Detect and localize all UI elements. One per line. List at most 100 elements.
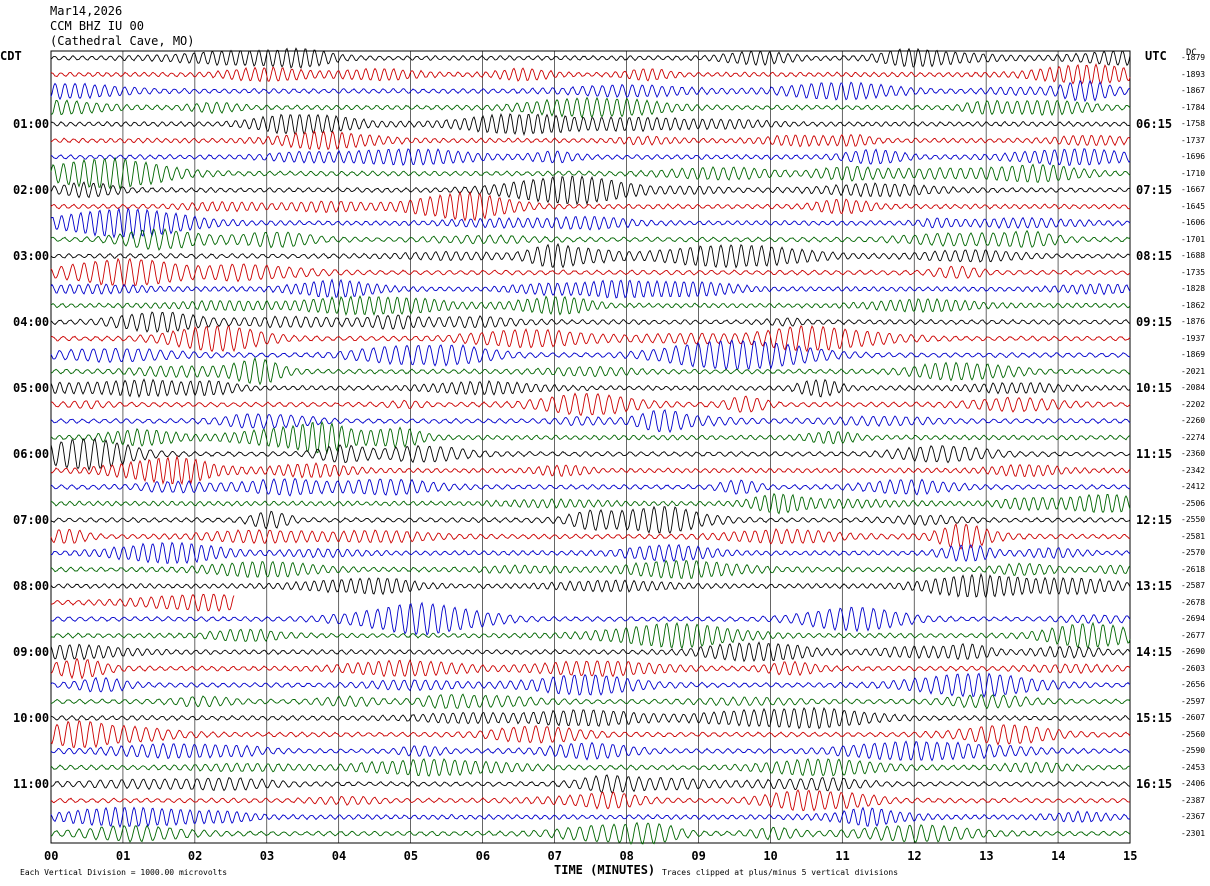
row-value: -2453 — [1181, 762, 1206, 772]
trace-line — [50, 325, 1131, 353]
left-time-label: 09:00 — [13, 645, 50, 659]
right-time-label: 10:15 — [1136, 381, 1173, 395]
right-time-label: 13:15 — [1136, 579, 1173, 593]
trace-line — [50, 420, 1131, 455]
trace-line — [50, 601, 1131, 636]
trace-line — [50, 339, 1131, 371]
x-tick-label: 02 — [187, 849, 203, 863]
x-tick-label: 09 — [691, 849, 706, 863]
trace-line — [50, 392, 1131, 417]
row-value: -2677 — [1181, 630, 1206, 640]
x-tick-label: 15 — [1123, 849, 1138, 863]
trace-line — [50, 693, 1131, 710]
left-time-label: 10:00 — [13, 711, 50, 725]
trace-line — [50, 522, 1131, 550]
x-tick-label: 14 — [1051, 849, 1066, 863]
left-time-label: 04:00 — [13, 315, 50, 329]
row-value: -2656 — [1181, 680, 1206, 689]
row-value: -1862 — [1181, 300, 1206, 310]
right-time-label: 06:15 — [1136, 117, 1173, 131]
row-value: -1879 — [1181, 53, 1206, 62]
trace-line — [50, 148, 1131, 166]
row-value: -1606 — [1181, 218, 1206, 227]
left-time-label: 05:00 — [13, 381, 50, 395]
trace-line — [50, 190, 1131, 222]
trace-line — [50, 278, 1131, 299]
trace-line — [50, 409, 1131, 434]
row-value: -2590 — [1181, 746, 1206, 755]
trace-line — [50, 672, 1131, 698]
row-value: -2690 — [1181, 647, 1206, 656]
trace-line — [50, 207, 1131, 240]
row-value: -2202 — [1181, 399, 1206, 409]
row-value: -1758 — [1181, 119, 1206, 128]
trace-line — [50, 774, 1131, 794]
right-time-label: 08:15 — [1136, 249, 1173, 263]
row-value: -1645 — [1181, 201, 1206, 211]
row-value: -1828 — [1181, 284, 1206, 293]
row-value: -2274 — [1181, 432, 1206, 442]
x-tick-label: 05 — [403, 849, 419, 863]
row-value: -2360 — [1181, 449, 1206, 458]
row-value: -2550 — [1181, 515, 1206, 524]
plot-frame — [50, 50, 1131, 844]
trace-line — [50, 789, 1131, 812]
row-value: -1784 — [1181, 102, 1206, 112]
left-time-label: 08:00 — [13, 579, 50, 593]
location-label: (Cathedral Cave, MO) — [50, 34, 195, 48]
trace-line — [50, 295, 1131, 316]
row-value: -1876 — [1181, 317, 1206, 326]
row-value: -2406 — [1181, 779, 1206, 788]
row-value: -1737 — [1181, 135, 1206, 145]
right-time-label: 12:15 — [1136, 513, 1173, 527]
row-value: -2581 — [1181, 531, 1206, 541]
trace-line — [50, 356, 1131, 386]
x-tick-label: 06 — [475, 849, 491, 863]
trace-line — [50, 492, 1131, 515]
trace-line — [50, 758, 1131, 777]
x-tick-label: 04 — [331, 849, 347, 863]
x-tick-label: 01 — [115, 849, 131, 863]
x-tick-label: 12 — [907, 849, 922, 863]
row-value: -2387 — [1181, 795, 1206, 805]
trace-line — [50, 47, 1131, 69]
row-value: -2084 — [1181, 383, 1206, 392]
left-time-label: 03:00 — [13, 249, 50, 263]
clip-note: Traces clipped at plus/minus 5 vertical … — [662, 868, 899, 877]
trace-line — [50, 641, 1131, 663]
row-value: -2603 — [1181, 663, 1206, 673]
trace-line — [50, 79, 1131, 103]
station-label: CCM BHZ IU 00 — [50, 19, 144, 33]
left-time-label: 02:00 — [13, 183, 50, 197]
right-time-label: 09:15 — [1136, 315, 1173, 329]
row-value: -2342 — [1181, 465, 1206, 475]
row-value: -2260 — [1181, 416, 1206, 425]
row-value: -2570 — [1181, 548, 1206, 557]
left-time-label: 11:00 — [13, 777, 50, 791]
trace-line — [50, 593, 235, 612]
dc-label: DC — [1186, 48, 1197, 58]
row-value: -2021 — [1181, 366, 1206, 376]
trace-line — [50, 720, 1131, 749]
row-value: -2301 — [1181, 828, 1206, 838]
trace-line — [50, 130, 1131, 151]
row-value: -1701 — [1181, 234, 1206, 244]
trace-line — [50, 657, 1131, 680]
left-time-label: 07:00 — [13, 513, 50, 527]
trace-line — [50, 156, 1131, 190]
x-tick-label: 07 — [547, 849, 562, 863]
trace-line — [50, 175, 1131, 206]
row-value: -1735 — [1181, 267, 1206, 277]
x-tick-label: 13 — [979, 849, 994, 863]
row-value: -1696 — [1181, 152, 1206, 161]
row-value: -2597 — [1181, 696, 1206, 706]
x-tick-label: 03 — [259, 849, 275, 863]
right-timezone-label: UTC — [1145, 49, 1167, 63]
trace-line — [50, 477, 1131, 497]
row-value: -2560 — [1181, 729, 1206, 739]
traces — [50, 47, 1131, 845]
row-value: -1869 — [1181, 350, 1206, 359]
row-value: -1893 — [1181, 69, 1206, 79]
trace-line — [50, 706, 1131, 730]
x-tick-label: 10 — [763, 849, 778, 863]
